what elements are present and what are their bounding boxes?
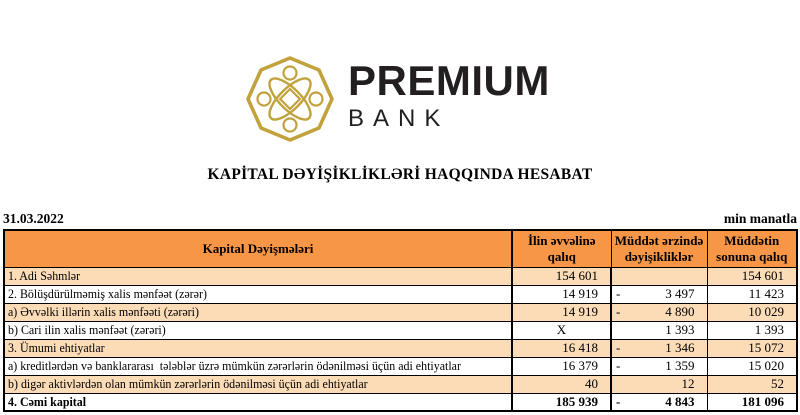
minus-sign: - xyxy=(616,357,621,373)
end-balance-cell: 11 423 xyxy=(706,284,798,304)
start-balance-cell: 14 919 xyxy=(511,284,612,304)
period-change-cell: -3 497 xyxy=(610,284,708,304)
period-change-cell: -4 843 xyxy=(610,392,708,412)
header-capital-changes: Kapital Dəyişmələri xyxy=(3,229,513,268)
end-balance-cell: 10 029 xyxy=(706,302,798,322)
row-label: 4. Cəmi kapital xyxy=(3,392,513,412)
table-row: a) Əvvəlki illərin xalis mənfəəti (zərər… xyxy=(3,302,798,322)
brand-subtitle: BANK xyxy=(348,105,450,133)
row-label: 1. Adi Səhmlər xyxy=(3,266,513,286)
start-balance-cell: 40 xyxy=(511,374,612,394)
row-label: 2. Bölüşdürülməmiş xalis mənfəət (zərər) xyxy=(3,284,513,304)
period-change-cell: -4 890 xyxy=(610,302,708,322)
end-balance-cell: 154 601 xyxy=(706,266,798,286)
end-balance-cell: 15 020 xyxy=(706,356,798,376)
minus-sign: - xyxy=(616,339,621,355)
minus-sign: - xyxy=(616,285,621,301)
period-change-cell xyxy=(610,266,708,286)
end-balance-cell: 1 393 xyxy=(706,320,798,340)
period-change-cell: 1 393 xyxy=(610,320,708,340)
period-change-cell: 12 xyxy=(610,374,708,394)
table-row: 2. Bölüşdürülməmiş xalis mənfəət (zərər)… xyxy=(3,284,798,304)
minus-sign: - xyxy=(616,393,621,409)
table-row: 3. Ümumi ehtiyatlar 16 418-1 346 15 072 xyxy=(3,338,798,358)
row-label: b) digər aktivlərdən olan mümkün zərərlə… xyxy=(3,374,513,394)
row-label: 3. Ümumi ehtiyatlar xyxy=(3,338,513,358)
row-label: b) Cari ilin xalis mənfəət (zərəri) xyxy=(3,320,513,340)
row-label: a) kreditlərdən və banklararası tələblər… xyxy=(3,356,513,376)
table-row: 1. Adi Səhmlər 154 601 154 601 xyxy=(3,266,798,286)
bank-wordmark: PREMIUM BANK xyxy=(348,54,550,131)
row-label: a) Əvvəlki illərin xalis mənfəəti (zərər… xyxy=(3,302,513,322)
brand-name: PREMIUM xyxy=(348,57,550,104)
period-change-cell: -1 359 xyxy=(610,356,708,376)
header-end-balance: Müddətin sonuna qalıq xyxy=(706,229,798,268)
unit-label: min manatla xyxy=(723,211,797,226)
table-row: 4. Cəmi kapital 185 939-4 843 181 096 xyxy=(3,392,798,412)
start-balance-cell: 154 601 xyxy=(511,266,612,286)
table-row: a) kreditlərdən və banklararası tələblər… xyxy=(3,356,798,376)
end-balance-cell: 181 096 xyxy=(706,392,798,412)
start-balance-cell: 14 919 xyxy=(511,302,612,322)
header-start-balance: İlin əvvəlinə qalıq xyxy=(511,229,612,268)
start-balance-cell: 16 379 xyxy=(511,356,612,376)
table-row: b) Cari ilin xalis mənfəət (zərəri) X 1 39… xyxy=(3,320,798,340)
table-row: b) digər aktivlərdən olan mümkün zərərlə… xyxy=(3,374,798,394)
start-balance-cell: 185 939 xyxy=(511,392,612,412)
report-title: KAPİTAL DƏYİŞİKLİKLƏRİ HAQQINDA HESABAT xyxy=(207,166,593,183)
report-date: 31.03.2022 xyxy=(3,210,64,226)
header-period-changes: Müddət ərzində dəyişikliklər xyxy=(610,229,708,268)
minus-sign: - xyxy=(616,303,621,319)
meta-row: 31.03.2022 min manatla xyxy=(3,206,797,227)
table-header-row: Kapital Dəyişmələri İlin əvvəlinə qalıq … xyxy=(3,229,798,268)
end-balance-cell: 52 xyxy=(706,374,798,394)
bank-logo: PREMIUM BANK xyxy=(244,54,550,144)
premium-bank-emblem-icon xyxy=(246,56,334,142)
end-balance-cell: 15 072 xyxy=(706,338,798,358)
period-change-cell: -1 346 xyxy=(610,338,708,358)
start-balance-cell: 16 418 xyxy=(511,338,612,358)
start-balance-cell: X xyxy=(511,320,612,340)
capital-changes-table: Kapital Dəyişmələri İlin əvvəlinə qalıq … xyxy=(3,229,798,412)
